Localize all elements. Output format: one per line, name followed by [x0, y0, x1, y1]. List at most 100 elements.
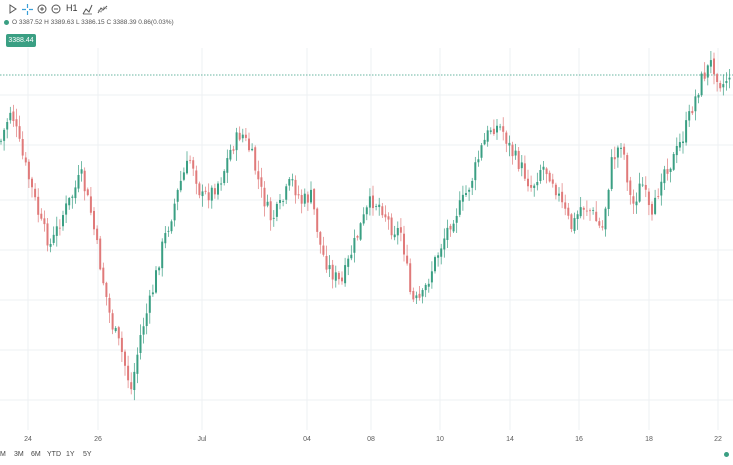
candle-body: [520, 162, 523, 169]
candle-body: [201, 191, 204, 197]
x-axis-tick-label: 16: [575, 436, 583, 443]
candle-body: [300, 194, 303, 204]
candle-body: [6, 121, 9, 130]
candle-body: [372, 195, 374, 209]
range-button-3m[interactable]: 3M: [14, 451, 24, 458]
candle-body: [164, 233, 167, 244]
candle-body: [192, 160, 195, 169]
ohlc-legend: O 3387.52 H 3389.63 L 3386.15 C 3388.39 …: [4, 19, 174, 26]
candle-body: [682, 141, 684, 144]
candle-body: [613, 157, 616, 160]
candle-body: [359, 223, 362, 240]
candle-body: [269, 201, 272, 221]
candle-body: [561, 191, 564, 203]
candle-body: [217, 183, 219, 195]
live-status-dot: [724, 452, 729, 457]
range-button-5y[interactable]: 5Y: [83, 451, 92, 458]
candle-body: [399, 227, 402, 233]
indicators-icon[interactable]: [80, 2, 94, 16]
candle-body: [102, 267, 105, 284]
candle-body: [616, 147, 619, 158]
candle-body: [437, 255, 440, 258]
chart-toolbar: H1: [0, 0, 733, 18]
candle-body: [52, 234, 55, 243]
range-button-1y[interactable]: 1Y: [66, 451, 75, 458]
candle-body: [678, 142, 681, 148]
zoom-in-icon[interactable]: [35, 2, 49, 16]
candle-body: [133, 371, 136, 391]
candle-body: [105, 282, 108, 297]
candle-body: [595, 211, 598, 221]
candle-body: [390, 217, 393, 236]
cursor-icon[interactable]: [6, 2, 20, 16]
candle-body: [465, 193, 467, 196]
crosshair-icon[interactable]: [20, 2, 34, 16]
candle-body: [204, 190, 207, 192]
candle-body: [235, 132, 238, 151]
candle-body: [337, 272, 340, 280]
candle-body: [254, 147, 257, 171]
candle-body: [440, 248, 443, 257]
candle-body: [350, 254, 353, 259]
candle-body: [430, 271, 433, 283]
timeframe-selector[interactable]: H1: [66, 3, 78, 13]
candle-body: [189, 159, 192, 161]
range-button-6m[interactable]: 6M: [31, 451, 41, 458]
candle-body: [579, 207, 582, 217]
candle-body: [195, 170, 198, 184]
candle-body: [334, 272, 337, 281]
candle-body: [151, 292, 154, 295]
candle-body: [641, 184, 644, 186]
candle-body: [446, 227, 449, 240]
candle-body: [325, 255, 328, 270]
candle-body: [449, 225, 452, 230]
candle-body: [545, 168, 548, 175]
candle-body: [573, 218, 576, 231]
candle-body: [688, 111, 691, 121]
candle-body: [232, 149, 235, 151]
candle-body: [0, 140, 2, 142]
candle-body: [244, 134, 247, 138]
candle-body: [71, 196, 74, 198]
candle-body: [403, 233, 405, 255]
zoom-out-icon[interactable]: [49, 2, 63, 16]
candle-body: [709, 60, 712, 67]
candle-body: [275, 203, 278, 217]
candle-body: [610, 157, 613, 189]
candle-body: [58, 227, 61, 229]
candle-body: [477, 159, 480, 163]
candle-body: [68, 198, 71, 206]
candle-body: [480, 145, 483, 158]
compare-icon[interactable]: [95, 2, 109, 16]
candle-body: [716, 74, 719, 82]
candle-body: [331, 264, 334, 280]
candle-body: [316, 208, 319, 232]
candle-body: [142, 326, 145, 335]
x-axis-tick-label: 04: [303, 436, 311, 443]
candle-body: [306, 194, 309, 203]
range-button-ytd[interactable]: YTD: [47, 451, 61, 458]
candle-body: [9, 112, 12, 121]
candle-body: [34, 188, 37, 198]
candle-body: [635, 201, 638, 206]
x-axis-tick-label: 18: [645, 436, 653, 443]
candle-body: [114, 327, 117, 332]
candle-body: [111, 313, 114, 330]
candle-body: [434, 257, 436, 272]
candle-body: [139, 335, 142, 353]
range-button-m[interactable]: M: [0, 451, 6, 458]
candle-body: [12, 111, 15, 121]
candle-body: [427, 283, 430, 287]
candle-body: [40, 213, 43, 219]
candle-body: [226, 158, 229, 173]
candle-body: [260, 177, 263, 187]
candle-body: [282, 201, 285, 202]
candle-body: [93, 210, 95, 230]
candle-body: [719, 82, 722, 89]
x-axis-tick-label: 26: [94, 436, 102, 443]
candle-body: [499, 126, 502, 128]
x-axis-tick-label: Jul: [198, 436, 207, 443]
candle-body: [347, 258, 350, 267]
candle-body: [80, 169, 83, 174]
